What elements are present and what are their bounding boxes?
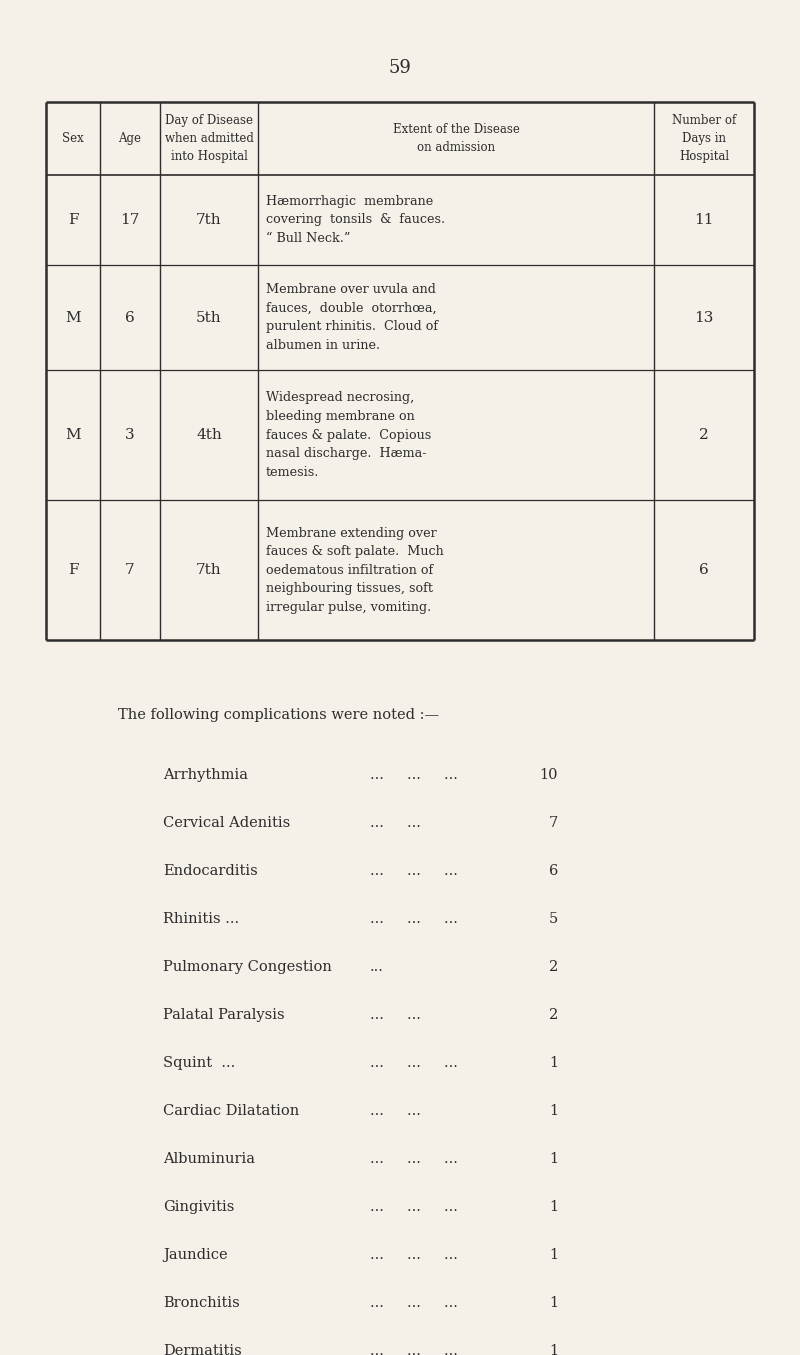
Text: 6: 6 (125, 310, 135, 324)
Text: 13: 13 (694, 310, 714, 324)
Text: ...     ...     ...: ... ... ... (370, 864, 458, 878)
Text: ...     ...: ... ... (370, 816, 421, 831)
Text: Palatal Paralysis: Palatal Paralysis (163, 1008, 285, 1022)
Text: 5th: 5th (196, 310, 222, 324)
Text: Endocarditis: Endocarditis (163, 864, 258, 878)
Text: Extent of the Disease
on admission: Extent of the Disease on admission (393, 123, 519, 154)
Text: Number of
Days in
Hospital: Number of Days in Hospital (672, 114, 736, 163)
Text: 1: 1 (549, 1056, 558, 1070)
Text: Membrane extending over
fauces & soft palate.  Much
oedematous infiltration of
n: Membrane extending over fauces & soft pa… (266, 527, 444, 614)
Text: Albuminuria: Albuminuria (163, 1152, 255, 1167)
Text: Jaundice: Jaundice (163, 1248, 228, 1262)
Text: F: F (68, 213, 78, 228)
Text: 7th: 7th (196, 213, 222, 228)
Text: 5: 5 (549, 912, 558, 925)
Text: 10: 10 (539, 768, 558, 782)
Text: 3: 3 (125, 428, 135, 442)
Text: ...     ...     ...: ... ... ... (370, 1056, 458, 1070)
Text: 4th: 4th (196, 428, 222, 442)
Text: ...     ...     ...: ... ... ... (370, 1248, 458, 1262)
Text: 1: 1 (549, 1295, 558, 1310)
Text: 6: 6 (549, 864, 558, 878)
Text: Gingivitis: Gingivitis (163, 1201, 234, 1214)
Text: 2: 2 (699, 428, 709, 442)
Text: F: F (68, 562, 78, 577)
Text: Day of Disease
when admitted
into Hospital: Day of Disease when admitted into Hospit… (165, 114, 254, 163)
Text: Squint  ...: Squint ... (163, 1056, 235, 1070)
Text: Membrane over uvula and
fauces,  double  otorrhœa,
purulent rhinitis.  Cloud of
: Membrane over uvula and fauces, double o… (266, 283, 438, 352)
Text: Cervical Adenitis: Cervical Adenitis (163, 816, 290, 831)
Text: Rhinitis ...: Rhinitis ... (163, 912, 239, 925)
Text: 1: 1 (549, 1201, 558, 1214)
Text: ...     ...     ...: ... ... ... (370, 1152, 458, 1167)
Text: 1: 1 (549, 1248, 558, 1262)
Text: ...: ... (370, 959, 384, 974)
Text: ...     ...: ... ... (370, 1104, 421, 1118)
Text: M: M (65, 310, 81, 324)
Text: Bronchitis: Bronchitis (163, 1295, 240, 1310)
Text: 6: 6 (699, 562, 709, 577)
Text: Age: Age (118, 131, 142, 145)
Text: Widespread necrosing,
bleeding membrane on
fauces & palate.  Copious
nasal disch: Widespread necrosing, bleeding membrane … (266, 392, 431, 478)
Text: 7: 7 (549, 816, 558, 831)
Text: 1: 1 (549, 1104, 558, 1118)
Text: Hæmorrhagic  membrane
covering  tonsils  &  fauces.
“ Bull Neck.”: Hæmorrhagic membrane covering tonsils & … (266, 195, 445, 245)
Text: Arrhythmia: Arrhythmia (163, 768, 248, 782)
Text: Sex: Sex (62, 131, 84, 145)
Text: 7: 7 (125, 562, 135, 577)
Text: 2: 2 (549, 1008, 558, 1022)
Text: ...     ...     ...: ... ... ... (370, 1295, 458, 1310)
Text: The following complications were noted :—: The following complications were noted :… (118, 709, 439, 722)
Text: ...     ...     ...: ... ... ... (370, 1344, 458, 1355)
Text: 1: 1 (549, 1344, 558, 1355)
Text: ...     ...     ...: ... ... ... (370, 912, 458, 925)
Text: 59: 59 (389, 60, 411, 77)
Text: 2: 2 (549, 959, 558, 974)
Text: M: M (65, 428, 81, 442)
Text: ...     ...: ... ... (370, 1008, 421, 1022)
Text: 11: 11 (694, 213, 714, 228)
Text: 7th: 7th (196, 562, 222, 577)
Text: Pulmonary Congestion: Pulmonary Congestion (163, 959, 332, 974)
Text: ...     ...     ...: ... ... ... (370, 1201, 458, 1214)
Text: 1: 1 (549, 1152, 558, 1167)
Text: 17: 17 (120, 213, 140, 228)
Text: Dermatitis: Dermatitis (163, 1344, 242, 1355)
Text: Cardiac Dilatation: Cardiac Dilatation (163, 1104, 299, 1118)
Text: ...     ...     ...: ... ... ... (370, 768, 458, 782)
